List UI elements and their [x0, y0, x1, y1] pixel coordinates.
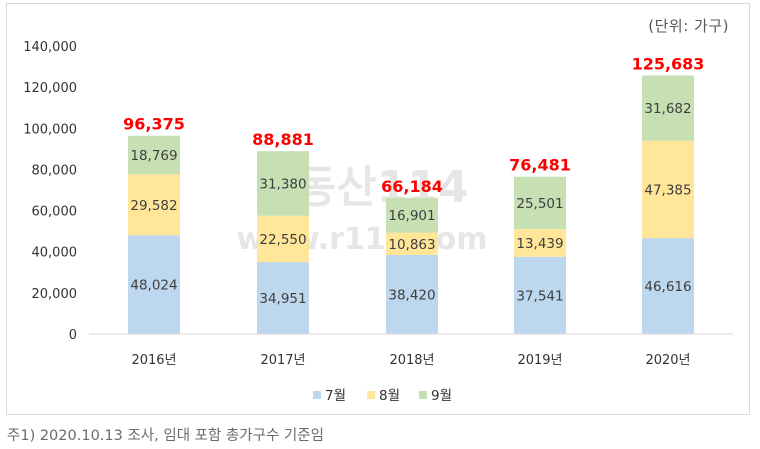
y-tick-label: 100,000 [23, 122, 77, 137]
y-tick-label: 120,000 [23, 81, 77, 96]
x-axis: 2016년 2017년 2018년 2019년 2020년 [89, 333, 733, 368]
legend-swatch [313, 391, 321, 399]
segment-value-label: 48,024 [130, 278, 177, 294]
total-value-label: 125,683 [632, 54, 705, 73]
segment-value-label: 47,385 [644, 182, 691, 198]
y-tick-label: 80,000 [32, 163, 78, 178]
y-tick-label: 60,000 [32, 205, 78, 220]
legend-label: 9월 [431, 388, 452, 404]
unit-label: (단위: 가구) [648, 17, 729, 35]
bar-segment [128, 174, 180, 236]
x-tick-label: 2020년 [645, 353, 690, 368]
bar-segment [514, 256, 566, 334]
bar-segment [642, 75, 694, 141]
bar-segment [642, 238, 694, 334]
total-value-label: 88,881 [252, 130, 314, 149]
y-tick-label: 40,000 [32, 246, 78, 261]
y-tick-label: 20,000 [32, 287, 78, 302]
y-axis: 0 20,000 40,000 60,000 80,000 100,000 120,000 1… [23, 40, 77, 343]
legend-swatch [419, 391, 427, 399]
bar-segment [257, 215, 309, 263]
segment-value-label: 34,951 [259, 291, 306, 307]
y-tick-label: 0 [69, 328, 77, 343]
segment-value-label: 29,582 [130, 198, 177, 214]
data-labels: 48,024 29,582 18,769 96,375 34,951 22,550 31,3… [123, 54, 704, 307]
x-tick-label: 2019년 [517, 353, 562, 368]
footnote: 주1) 2020.10.13 조사, 임대 포함 총가구수 기준임 [7, 428, 324, 444]
bar-segment [514, 176, 566, 230]
x-tick-label: 2016년 [131, 353, 176, 368]
segment-value-label: 25,501 [516, 196, 563, 212]
bar-segment [514, 229, 566, 257]
legend-label: 8월 [379, 388, 400, 404]
total-value-label: 66,184 [381, 177, 443, 196]
segment-value-label: 16,901 [388, 208, 435, 224]
legend-swatch [367, 391, 375, 399]
segment-value-label: 10,863 [388, 237, 435, 253]
x-tick-label: 2018년 [389, 353, 434, 368]
segment-value-label: 46,616 [644, 279, 691, 295]
bar-segment [128, 235, 180, 334]
segment-value-label: 18,769 [130, 148, 177, 164]
legend-label: 7월 [325, 388, 346, 404]
x-tick-label: 2017년 [260, 353, 305, 368]
segment-value-label: 31,380 [259, 176, 306, 192]
bar-segment [386, 197, 438, 233]
segment-value-label: 22,550 [259, 232, 306, 248]
bar-segment [386, 254, 438, 334]
y-tick-label: 140,000 [23, 40, 77, 55]
bar-segment [257, 151, 309, 216]
segment-value-label: 13,439 [516, 236, 563, 252]
total-value-label: 96,375 [123, 115, 185, 134]
segment-value-label: 31,682 [644, 101, 691, 117]
bar-segment [642, 140, 694, 239]
segment-value-label: 38,420 [388, 287, 435, 303]
bar-segment [257, 262, 309, 334]
segment-value-label: 37,541 [516, 288, 563, 304]
bars [128, 75, 694, 334]
legend: 7월 8월 9월 [313, 388, 452, 404]
chart-frame: 부동산114 www.r114.com 0 20,000 40,000 60,000 80… [6, 3, 750, 415]
bar-segment [386, 232, 438, 255]
bar-segment [128, 135, 180, 175]
total-value-label: 76,481 [509, 156, 571, 175]
